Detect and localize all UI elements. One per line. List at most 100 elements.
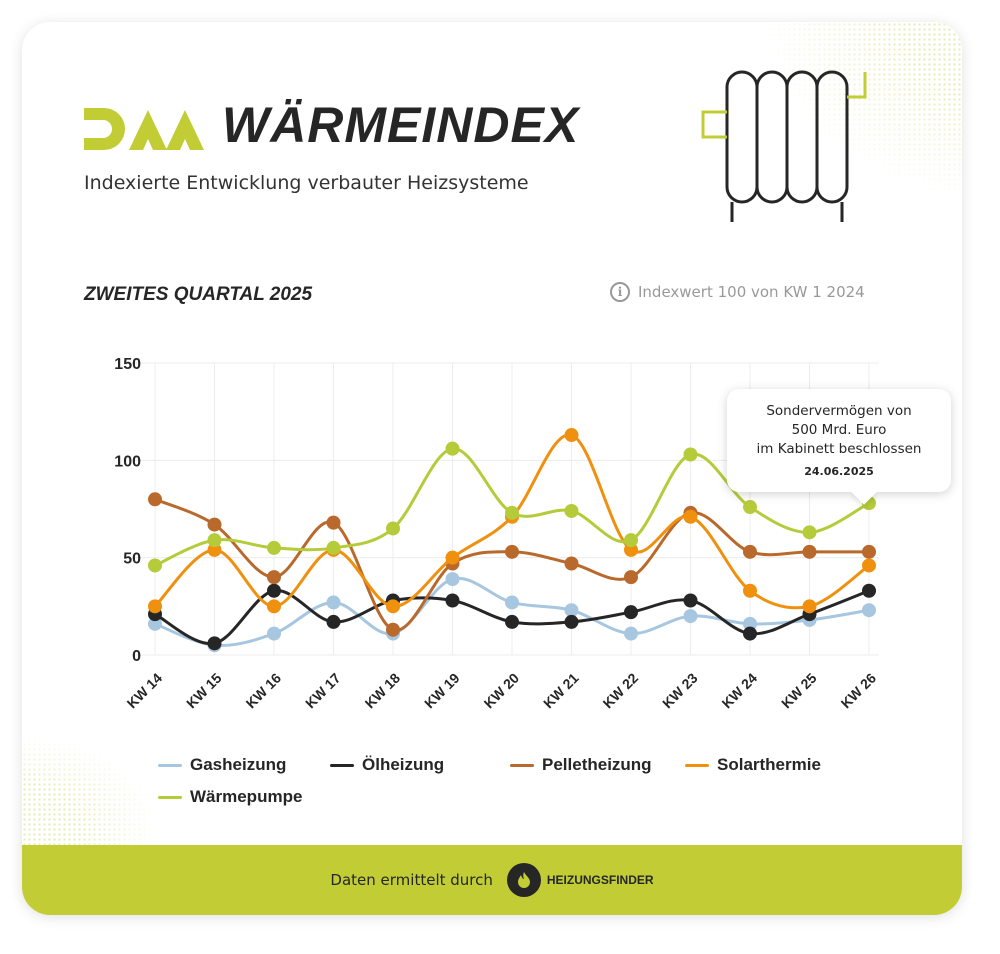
legend-swatch (330, 763, 354, 767)
info-icon: i (610, 282, 630, 302)
data-point (683, 593, 698, 608)
x-tick-label: KW 24 (719, 670, 761, 712)
data-point (564, 614, 579, 629)
data-point (743, 544, 757, 559)
annotation-line: im Kabinett beschlossen (756, 441, 922, 457)
data-point (386, 622, 400, 637)
data-point (148, 558, 162, 573)
data-point (207, 517, 222, 532)
legend-item-waermepumpe: Wärmepumpe (158, 787, 302, 807)
data-point (743, 583, 757, 598)
legend-label: Solarthermie (717, 755, 821, 774)
data-point (267, 570, 281, 585)
data-point (802, 599, 817, 614)
legend-label: Ölheizung (362, 755, 445, 774)
annotation-line: 500 Mrd. Euro (791, 422, 887, 438)
y-tick-label: 150 (114, 356, 141, 373)
data-point (564, 428, 579, 443)
index-note-text: Indexwert 100 von KW 1 2024 (638, 283, 865, 301)
flame-icon (506, 863, 541, 897)
x-tick-label: KW 23 (659, 670, 701, 712)
data-point (505, 544, 519, 559)
data-point (624, 533, 638, 548)
legend-swatch (158, 763, 182, 767)
data-point (743, 500, 757, 515)
data-point (624, 626, 638, 641)
legend-swatch (510, 763, 534, 767)
data-point (624, 570, 638, 585)
x-tick-label: KW 21 (540, 670, 582, 712)
y-tick-label: 100 (114, 453, 141, 470)
x-tick-label: KW 14 (124, 670, 166, 712)
legend-swatch (685, 763, 709, 767)
quarter-heading: ZWEITES QUARTAL 2025 (84, 284, 313, 305)
data-point (148, 599, 162, 614)
legend-label: Gasheizung (190, 755, 287, 774)
legend-label: Pelletheizung (542, 755, 652, 774)
data-point (267, 540, 281, 555)
legend-item-solarthermie: Solarthermie (685, 755, 821, 775)
heizungsfinder-logo: HEIZUNGSFINDER (506, 863, 654, 897)
data-point (326, 540, 341, 555)
line-chart: 0 50 100 150 KW 14 KW 15 KW 16 KW 17 KW 18 KW 19 K… (114, 356, 880, 712)
data-point (624, 605, 638, 620)
data-point (743, 626, 757, 641)
data-point (564, 556, 579, 571)
data-point (326, 515, 341, 530)
data-point (564, 603, 579, 618)
annotation-line: Sondervermögen von (766, 403, 912, 419)
daa-logo (84, 108, 204, 150)
data-point (862, 583, 876, 598)
x-tick-label: KW 15 (183, 670, 225, 712)
y-tick-label: 50 (123, 551, 141, 568)
footer-text: Daten ermittelt durch (330, 871, 493, 889)
x-tick-label: KW 26 (838, 670, 880, 712)
x-tick-label: KW 16 (243, 670, 285, 712)
page-title: WÄRMEINDEX (222, 97, 580, 153)
data-point (207, 636, 222, 651)
data-point (445, 550, 460, 565)
data-point (445, 441, 460, 456)
data-point (683, 509, 698, 524)
data-point (267, 599, 281, 614)
x-tick-label: KW 17 (302, 670, 344, 712)
data-point (862, 558, 876, 573)
event-annotation: Sondervermögen von 500 Mrd. Euro im Kabi… (727, 389, 951, 492)
data-point (326, 595, 341, 610)
data-point (267, 626, 281, 641)
data-point (683, 447, 698, 462)
heizungsfinder-name: HEIZUNGSFINDER (546, 873, 654, 887)
data-point (564, 503, 579, 518)
data-point (683, 609, 698, 624)
data-point (505, 595, 519, 610)
data-point (386, 599, 400, 614)
legend-item-oelheizung: Ölheizung (330, 755, 444, 775)
x-tick-label: KW 25 (778, 670, 820, 712)
annotation-date: 24.06.2025 (804, 465, 874, 478)
x-tick-label: KW 22 (600, 670, 642, 712)
footer-band: Daten ermittelt durch HEIZUNGSFINDER (22, 845, 962, 915)
legend-item-pelletheizung: Pelletheizung (510, 755, 652, 775)
legend-swatch (158, 795, 182, 799)
legend-label: Wärmepumpe (190, 787, 303, 806)
dot-pattern-decoration (522, 22, 962, 282)
data-point (326, 614, 341, 629)
data-point (445, 593, 460, 608)
infographic-card: WÄRMEINDEX Indexierte Entwicklung verbau… (22, 22, 962, 915)
data-point (207, 533, 222, 548)
data-point (207, 542, 222, 557)
data-point (445, 572, 460, 587)
radiator-icon (701, 70, 867, 222)
data-point (505, 614, 519, 629)
data-point (862, 544, 876, 559)
index-note: i Indexwert 100 von KW 1 2024 (610, 282, 865, 302)
data-point (624, 542, 638, 557)
data-point (802, 525, 817, 540)
data-point (267, 583, 281, 598)
page-subtitle: Indexierte Entwicklung verbauter Heizsys… (84, 172, 529, 194)
data-point (505, 505, 519, 520)
legend-item-gasheizung: Gasheizung (158, 755, 286, 775)
x-tick-label: KW 19 (421, 670, 463, 712)
data-point (148, 616, 162, 631)
y-tick-label: 0 (132, 648, 141, 665)
